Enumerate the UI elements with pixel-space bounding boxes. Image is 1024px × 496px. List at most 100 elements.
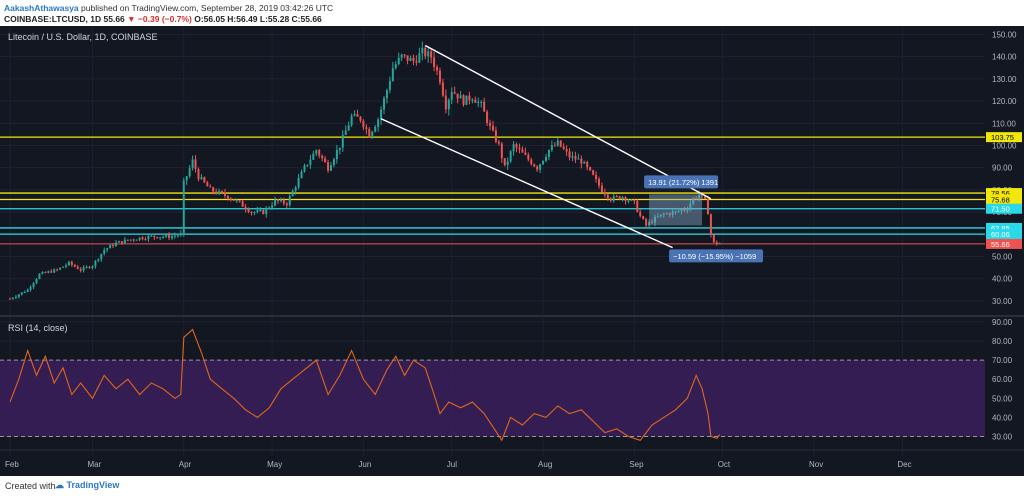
candle-body	[374, 126, 377, 132]
candle-body	[438, 70, 441, 83]
rsi-line	[9, 328, 721, 442]
price-tick-label: 50.00	[992, 252, 1013, 261]
rsi-tick-label: 90.00	[992, 318, 1013, 327]
candle-body	[491, 125, 494, 131]
candle-body	[718, 243, 721, 245]
candle-body	[235, 200, 238, 202]
author-link[interactable]: AakashAthawasya	[4, 3, 79, 13]
candle-body	[206, 182, 209, 187]
candle-body	[586, 161, 589, 168]
rsi-tick-label: 60.00	[992, 375, 1013, 384]
candle-body	[347, 125, 350, 131]
candle-body	[138, 237, 141, 240]
level-tag-label: 62.85	[991, 224, 1010, 233]
candle-body	[397, 57, 400, 65]
channel-line	[424, 44, 712, 200]
measure-down-label: −10.59 (−15.95%) −1059	[673, 252, 756, 261]
candle-body	[250, 212, 253, 214]
measure-tools: 13.91 (21.72%) 1391 −10.59 (−15.95%) −105…	[644, 175, 764, 263]
time-tick-label: Feb	[5, 460, 19, 469]
candle-body	[59, 267, 62, 270]
candle-body	[562, 146, 565, 150]
candle-body	[335, 149, 338, 160]
candle-body	[203, 177, 206, 183]
price-chart[interactable]: 13.91 (21.72%) 1391 −10.59 (−15.95%) −105…	[0, 26, 1024, 476]
published-text: published on TradingView.com, September …	[81, 3, 334, 13]
candle-body	[117, 241, 120, 243]
tradingview-logo[interactable]: ☁ TradingView	[55, 480, 119, 491]
candle-body	[315, 150, 318, 154]
candle-body	[276, 199, 279, 202]
candle-body	[47, 271, 50, 273]
chart-area[interactable]: 13.91 (21.72%) 1391 −10.59 (−15.95%) −105…	[0, 26, 1024, 476]
cloud-icon: ☁	[55, 480, 64, 490]
candle-body	[471, 99, 474, 101]
candle-body	[153, 235, 156, 238]
candle-body	[380, 109, 383, 120]
candle-body	[515, 144, 518, 148]
candle-body	[288, 196, 291, 206]
price-axis[interactable]: 30.0040.0050.0060.0070.0080.0090.00100.0…	[986, 30, 1022, 306]
candle-body	[23, 291, 26, 293]
time-tick-label: Mar	[87, 460, 101, 469]
candle-body	[209, 186, 212, 188]
candle-body	[356, 113, 359, 117]
candle-body	[279, 199, 282, 202]
candle-body	[106, 248, 109, 250]
candle-body	[56, 269, 59, 271]
candle-body	[147, 235, 150, 240]
time-tick-label: Aug	[538, 460, 552, 469]
level-tag	[986, 194, 1022, 205]
time-tick-label: Sep	[629, 460, 644, 469]
measure-down-tag	[669, 249, 764, 263]
candle-body	[223, 192, 226, 196]
candle-body	[29, 287, 32, 290]
candle-body	[94, 260, 97, 267]
candle-body	[268, 207, 271, 209]
candle-body	[91, 266, 94, 268]
candle-body	[232, 199, 235, 201]
candle-body	[368, 128, 371, 138]
candle-body	[518, 147, 521, 150]
candle-body	[262, 209, 265, 215]
level-tag	[986, 222, 1022, 233]
rsi-band-fill	[0, 360, 985, 437]
candle-body	[32, 283, 35, 288]
time-tick-label: Jul	[447, 460, 457, 469]
candle-body	[598, 179, 600, 186]
candle-body	[409, 57, 412, 61]
candle-body	[618, 196, 621, 200]
candle-body	[668, 213, 671, 215]
candle-body	[686, 209, 689, 211]
candle-body	[38, 273, 41, 279]
candle-body	[185, 176, 188, 181]
candle-body	[9, 298, 11, 300]
candle-body	[100, 253, 103, 260]
candle-body	[653, 216, 656, 223]
candle-body	[197, 169, 200, 180]
candle-body	[421, 47, 424, 54]
candle-body	[609, 198, 612, 201]
candle-body	[527, 154, 530, 160]
candle-body	[109, 245, 112, 249]
candle-body	[123, 239, 126, 244]
candle-body	[571, 156, 574, 158]
candle-body	[497, 141, 500, 144]
candle-body	[162, 236, 165, 238]
candle-body	[677, 210, 680, 212]
footer: Created with ☁ TradingView	[0, 476, 1024, 496]
candle-body	[403, 54, 406, 56]
price-tick-label: 140.00	[992, 53, 1017, 62]
candle-body	[580, 158, 583, 164]
candle-body	[182, 180, 185, 234]
candle-body	[318, 150, 321, 156]
time-axis[interactable]: Feb Mar Apr May Jun Jul Aug Sep Oct Nov Dec	[0, 449, 1024, 469]
candle-body	[330, 165, 333, 171]
rsi-axis[interactable]: 30.00 40.00 50.00 60.00 70.00 80.00 90.00	[992, 318, 1013, 441]
candle-body	[627, 200, 630, 202]
candle-body	[462, 95, 465, 105]
candle-body	[350, 115, 353, 126]
price-tick-label: 40.00	[992, 275, 1013, 284]
candle-body	[103, 249, 106, 254]
candle-body	[430, 51, 433, 58]
